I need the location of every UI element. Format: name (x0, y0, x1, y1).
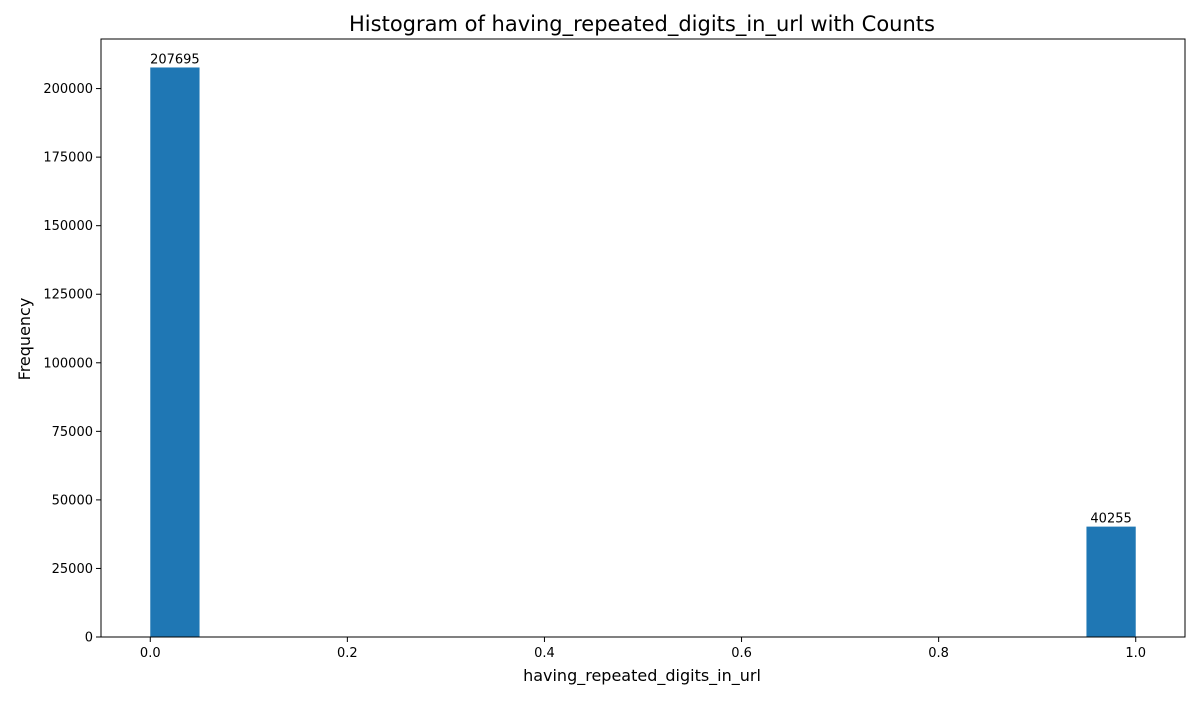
y-tick-label: 150000 (43, 219, 93, 234)
y-tick-label: 75000 (52, 425, 93, 440)
y-tick-label: 50000 (52, 493, 93, 508)
plot-frame (100, 38, 1186, 638)
plot-area: 207695 40255 0.0 0.2 0.4 0.6 0.8 1.0 0 25000 50000… (43, 38, 1186, 661)
histogram-bar (150, 67, 200, 637)
bar-count-label: 40255 (1090, 512, 1131, 527)
y-axis-label: Frequency (15, 298, 34, 381)
x-tick-label: 0.6 (731, 646, 752, 661)
y-tick-label: 125000 (43, 288, 93, 303)
x-tick-label: 1.0 (1125, 646, 1146, 661)
y-tick-label: 25000 (52, 562, 93, 577)
bar-count-label: 207695 (150, 52, 200, 67)
histogram-bar (1086, 526, 1136, 637)
x-axis-label: having_repeated_digits_in_url (523, 666, 761, 686)
chart-title: Histogram of having_repeated_digits_in_u… (349, 12, 935, 37)
x-tick-label: 0.4 (534, 646, 555, 661)
y-tick-label: 175000 (43, 151, 93, 166)
y-tick-label: 200000 (43, 82, 93, 97)
y-tick-label: 0 (85, 631, 93, 646)
x-tick-label: 0.8 (928, 646, 949, 661)
x-tick-label: 0.2 (337, 646, 358, 661)
y-tick-label: 100000 (43, 356, 93, 371)
x-tick-label: 0.0 (140, 646, 161, 661)
